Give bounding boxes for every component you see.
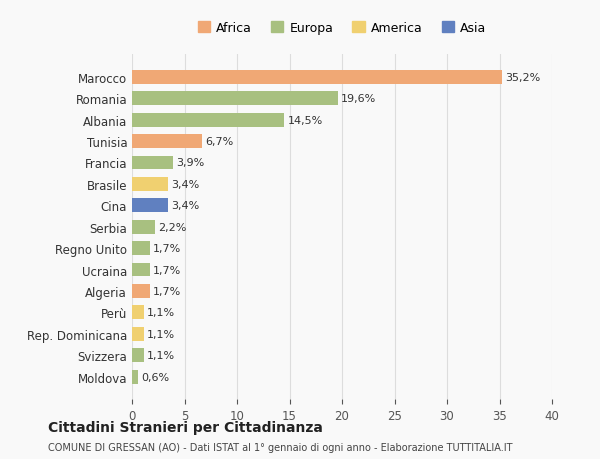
Bar (132, 241, 150, 256)
Bar (132, 135, 202, 149)
Text: 1,7%: 1,7% (153, 244, 181, 253)
Text: 3,4%: 3,4% (171, 201, 199, 211)
Bar (132, 156, 173, 170)
Text: 2,2%: 2,2% (158, 222, 187, 232)
Text: 3,4%: 3,4% (171, 179, 199, 190)
Bar (132, 306, 143, 319)
Bar (132, 92, 338, 106)
Text: 1,1%: 1,1% (146, 350, 175, 360)
Text: 1,7%: 1,7% (153, 286, 181, 296)
Text: 19,6%: 19,6% (341, 94, 376, 104)
Legend: Africa, Europa, America, Asia: Africa, Europa, America, Asia (193, 17, 491, 39)
Text: 14,5%: 14,5% (287, 115, 323, 125)
Text: Cittadini Stranieri per Cittadinanza: Cittadini Stranieri per Cittadinanza (48, 420, 323, 435)
Bar (132, 327, 143, 341)
Bar (132, 71, 502, 84)
Text: 3,9%: 3,9% (176, 158, 205, 168)
Text: 35,2%: 35,2% (505, 73, 540, 83)
Text: 0,6%: 0,6% (142, 372, 170, 382)
Bar (132, 113, 284, 127)
Bar (132, 199, 168, 213)
Text: 1,1%: 1,1% (146, 329, 175, 339)
Bar (132, 284, 150, 298)
Bar (132, 220, 155, 234)
Bar (132, 263, 150, 277)
Text: COMUNE DI GRESSAN (AO) - Dati ISTAT al 1° gennaio di ogni anno - Elaborazione TU: COMUNE DI GRESSAN (AO) - Dati ISTAT al 1… (48, 442, 512, 452)
Bar (132, 178, 168, 191)
Bar (132, 370, 139, 384)
Text: 1,1%: 1,1% (146, 308, 175, 318)
Text: 1,7%: 1,7% (153, 265, 181, 275)
Bar (132, 348, 143, 362)
Text: 6,7%: 6,7% (205, 137, 234, 147)
